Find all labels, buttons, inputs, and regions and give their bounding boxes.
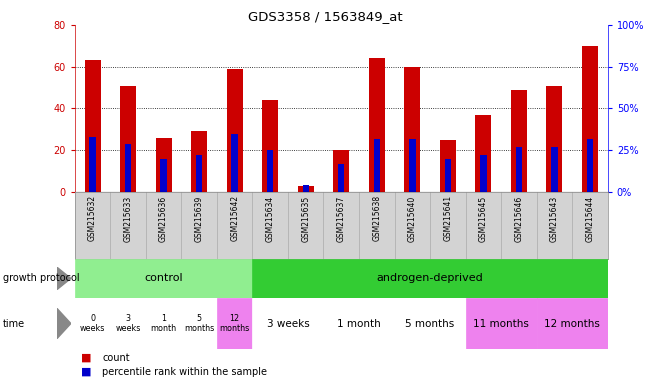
Bar	[120, 86, 136, 192]
Bar	[445, 159, 451, 192]
Bar	[181, 298, 217, 349]
Bar	[374, 139, 380, 192]
Bar	[155, 138, 172, 192]
Text: GSM215639: GSM215639	[194, 195, 203, 242]
Bar	[84, 60, 101, 192]
Bar	[480, 155, 487, 192]
Text: 1
month: 1 month	[151, 314, 177, 333]
Text: GSM215633: GSM215633	[124, 195, 133, 242]
Text: GSM215644: GSM215644	[586, 195, 595, 242]
Text: GSM215634: GSM215634	[266, 195, 275, 242]
Text: ■: ■	[81, 367, 92, 377]
Text: GSM215646: GSM215646	[514, 195, 523, 242]
Text: androgen-deprived: androgen-deprived	[377, 273, 484, 283]
Text: growth protocol: growth protocol	[3, 273, 80, 283]
Text: GSM215640: GSM215640	[408, 195, 417, 242]
Text: GSM215632: GSM215632	[88, 195, 97, 242]
Bar	[227, 69, 242, 192]
Bar	[262, 100, 278, 192]
Text: count: count	[102, 353, 130, 363]
Text: GSM215642: GSM215642	[230, 195, 239, 242]
Bar	[89, 137, 96, 192]
Bar	[196, 155, 202, 192]
Text: 5
months: 5 months	[184, 314, 214, 333]
Bar	[217, 298, 252, 349]
Bar	[111, 298, 146, 349]
Text: 12
months: 12 months	[220, 314, 250, 333]
Text: ■: ■	[81, 353, 92, 363]
Bar	[582, 46, 598, 192]
Text: GSM215645: GSM215645	[479, 195, 488, 242]
Polygon shape	[57, 267, 71, 290]
Bar	[475, 115, 491, 192]
Bar	[324, 298, 395, 349]
Text: 11 months: 11 months	[473, 318, 529, 329]
Text: percentile rank within the sample: percentile rank within the sample	[102, 367, 267, 377]
Bar	[298, 186, 314, 192]
Bar	[146, 298, 181, 349]
Bar	[537, 298, 608, 349]
Bar	[511, 90, 527, 192]
Text: 5 months: 5 months	[406, 318, 455, 329]
Text: GSM215638: GSM215638	[372, 195, 382, 242]
Bar	[395, 298, 465, 349]
Bar	[302, 185, 309, 192]
Polygon shape	[57, 308, 71, 339]
Bar	[333, 150, 349, 192]
Bar	[75, 259, 252, 298]
Bar	[551, 147, 558, 192]
Text: 12 months: 12 months	[544, 318, 600, 329]
Bar	[231, 134, 238, 192]
Bar	[440, 140, 456, 192]
Bar	[547, 86, 562, 192]
Text: 0
weeks: 0 weeks	[80, 314, 105, 333]
Bar	[515, 147, 522, 192]
Text: GSM215643: GSM215643	[550, 195, 559, 242]
Text: 1 month: 1 month	[337, 318, 381, 329]
Bar	[267, 150, 274, 192]
Text: GDS3358 / 1563849_at: GDS3358 / 1563849_at	[248, 10, 402, 23]
Text: GSM215636: GSM215636	[159, 195, 168, 242]
Bar	[252, 259, 608, 298]
Bar	[252, 298, 324, 349]
Text: control: control	[144, 273, 183, 283]
Bar	[338, 164, 344, 192]
Text: GSM215641: GSM215641	[443, 195, 452, 242]
Bar	[75, 298, 110, 349]
Text: time: time	[3, 318, 25, 329]
Bar	[369, 58, 385, 192]
Text: GSM215635: GSM215635	[301, 195, 310, 242]
Bar	[161, 159, 167, 192]
Text: GSM215637: GSM215637	[337, 195, 346, 242]
Bar	[409, 139, 415, 192]
Bar	[125, 144, 131, 192]
Text: 3 weeks: 3 weeks	[266, 318, 309, 329]
Bar	[465, 298, 537, 349]
Text: 3
weeks: 3 weeks	[115, 314, 141, 333]
Bar	[587, 139, 593, 192]
Bar	[404, 67, 421, 192]
Bar	[191, 131, 207, 192]
